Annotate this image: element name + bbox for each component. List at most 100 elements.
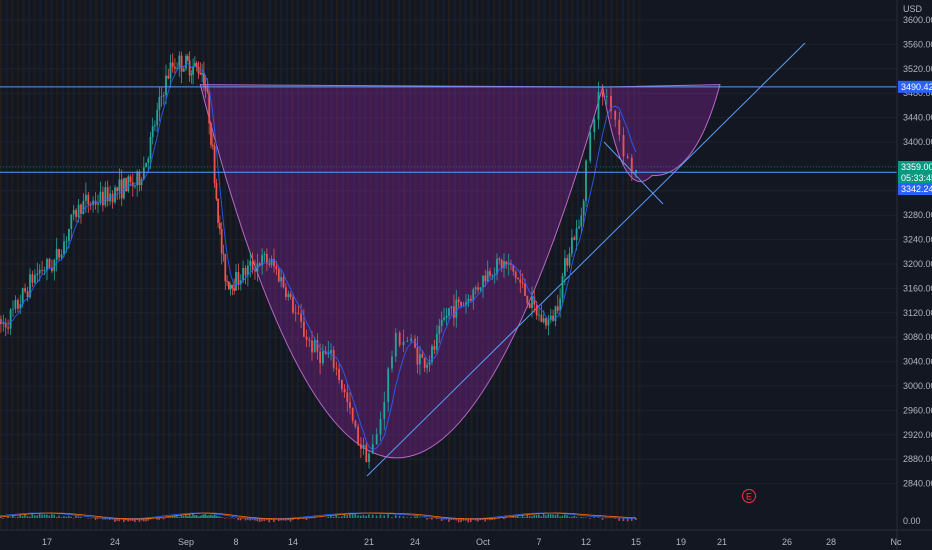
histogram-bar	[251, 518, 254, 520]
candle	[208, 90, 211, 135]
candle	[165, 64, 167, 105]
candle	[58, 248, 60, 261]
session-band	[604, 0, 607, 530]
candle	[247, 259, 249, 287]
horizontal-levels	[0, 86, 897, 173]
candle	[210, 122, 212, 149]
candle	[185, 54, 187, 72]
session-band	[134, 0, 137, 530]
histogram-bar	[375, 515, 378, 518]
candle	[322, 344, 324, 366]
histogram-bar	[457, 518, 460, 523]
session-band	[308, 0, 311, 530]
histogram-bar	[116, 518, 118, 521]
session-band	[112, 0, 115, 530]
histogram-bar	[554, 514, 557, 518]
session-band	[459, 0, 462, 530]
histogram-bar	[53, 514, 55, 518]
session-band	[263, 0, 266, 530]
candle	[277, 266, 280, 283]
candle	[24, 283, 26, 294]
candle	[324, 346, 327, 355]
session-band	[302, 0, 305, 530]
candle	[270, 255, 273, 268]
candle	[561, 272, 564, 303]
candle	[2, 314, 5, 332]
histogram-bar	[24, 514, 26, 518]
histogram-bar	[12, 515, 14, 518]
session-band	[212, 0, 215, 530]
candle	[391, 350, 393, 373]
candle	[573, 235, 576, 241]
candle	[263, 251, 266, 263]
histogram-bar	[540, 516, 543, 518]
candle	[231, 284, 234, 296]
candle	[31, 270, 34, 287]
candle	[87, 192, 90, 214]
earnings-marker[interactable]: E	[742, 489, 756, 503]
histogram-bar	[436, 518, 438, 520]
candle	[500, 258, 503, 273]
histogram-bar	[559, 516, 561, 518]
histogram-bar	[542, 513, 545, 518]
histogram-bar	[428, 518, 431, 519]
histogram-bar	[512, 515, 514, 518]
histogram-bar	[244, 518, 247, 521]
cup-shape[interactable]	[199, 84, 604, 459]
histogram-bar	[203, 514, 205, 518]
histogram-bar	[531, 516, 533, 518]
support-trendline[interactable]	[366, 42, 806, 477]
histogram-bar	[327, 516, 329, 518]
histogram-bar	[63, 516, 65, 518]
histogram-bar	[338, 516, 340, 518]
histogram-bar	[438, 518, 440, 519]
candle	[75, 208, 77, 223]
histogram-bar	[503, 518, 505, 520]
session-band	[386, 0, 389, 530]
candle	[419, 345, 421, 376]
candle	[280, 268, 282, 288]
candle	[467, 294, 470, 307]
histogram-bar	[167, 516, 169, 518]
session-band	[588, 0, 591, 530]
histogram-bar	[206, 515, 209, 518]
price-tick-label: 3200.00	[903, 259, 932, 269]
histogram-bar	[601, 518, 604, 520]
candle	[287, 290, 290, 301]
candle	[34, 269, 36, 285]
price-label-text: 05:33:45	[901, 173, 932, 183]
candle	[589, 125, 592, 164]
candle	[220, 222, 223, 265]
time-axis[interactable]: 17 24 Sep 8 14 21 24 Oct 7 12 15 19 21 26 28 Nc	[42, 537, 902, 547]
time-tick-label: 17	[42, 537, 52, 547]
histogram-bar	[477, 518, 479, 522]
session-band	[274, 0, 277, 530]
candle	[332, 346, 335, 372]
histogram-bar	[219, 516, 221, 518]
session-band	[481, 0, 484, 530]
histogram-bar	[194, 515, 196, 518]
candle	[512, 264, 515, 276]
histogram-bar	[571, 516, 573, 518]
candle	[450, 306, 453, 315]
candle	[94, 192, 97, 210]
candle	[51, 259, 53, 274]
candle	[190, 70, 193, 84]
candle	[178, 51, 181, 77]
histogram-bar	[9, 517, 12, 518]
candle	[226, 275, 228, 286]
candle	[540, 304, 543, 323]
histogram-bar	[330, 515, 332, 518]
handle-trendline[interactable]	[603, 141, 664, 205]
candle	[514, 270, 517, 284]
histogram-bar	[273, 518, 275, 522]
histogram-bar	[343, 514, 346, 518]
candle	[123, 177, 125, 200]
histogram-bar	[533, 515, 535, 518]
grid-lines	[0, 19, 897, 485]
histogram-bar	[573, 515, 575, 518]
session-band	[128, 0, 131, 530]
candle	[507, 253, 510, 276]
histogram-bar	[575, 516, 578, 518]
